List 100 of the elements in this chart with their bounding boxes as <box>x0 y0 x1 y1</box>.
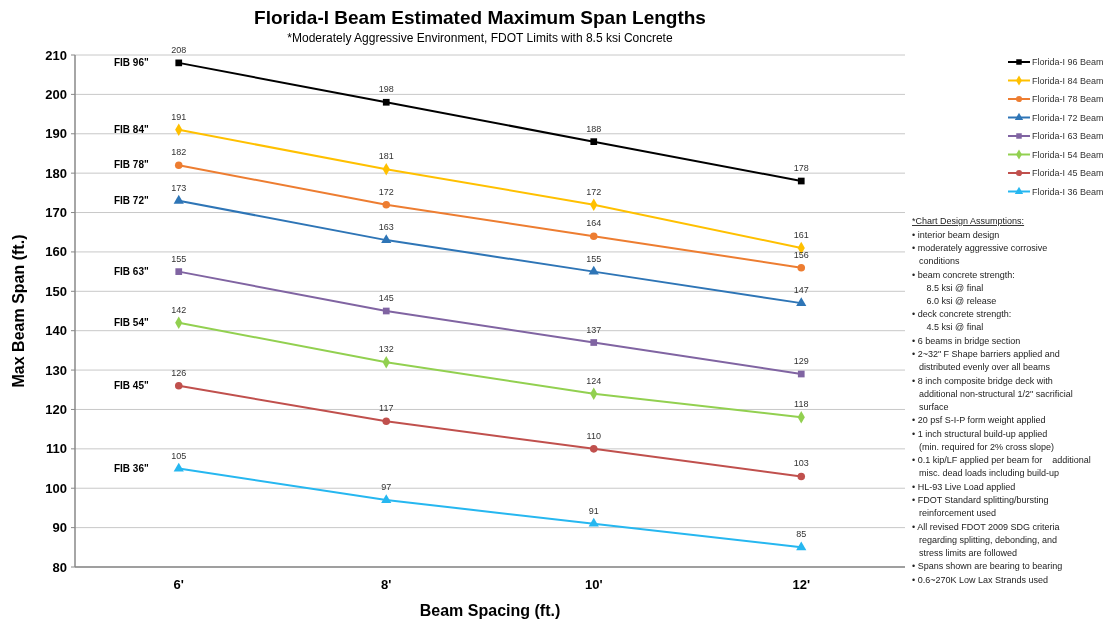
data-label: 191 <box>171 111 187 122</box>
data-label: 105 <box>171 450 187 461</box>
y-tick-label: 190 <box>45 126 67 142</box>
legend-label: Florida-I 63 Beam <box>1032 131 1104 142</box>
y-tick-label: 180 <box>45 165 67 181</box>
data-label: 103 <box>793 458 809 469</box>
data-label: 132 <box>378 344 394 355</box>
data-label: 198 <box>378 84 394 95</box>
data-label: 155 <box>171 253 187 264</box>
y-tick-label: 200 <box>45 86 67 102</box>
y-tick-label: 140 <box>45 323 67 339</box>
legend-label: Florida-I 45 Beam <box>1032 168 1104 179</box>
text: • moderately aggressive corrosive conditions <box>912 243 1048 266</box>
data-label: 118 <box>794 399 809 410</box>
annotation: FIB 63" <box>113 265 149 277</box>
point <box>590 339 598 346</box>
point <box>588 517 599 527</box>
text: • 6 beams in bridge section <box>912 335 1021 346</box>
data-label: 110 <box>586 430 601 441</box>
y-tick-label: 210 <box>45 47 67 63</box>
point <box>796 541 807 551</box>
x-tick-label: 6' <box>173 577 184 592</box>
point <box>589 232 598 240</box>
y-tick-label: 120 <box>45 402 67 418</box>
point <box>796 297 807 307</box>
data-label: 124 <box>586 375 602 386</box>
annotation: FIB 54" <box>113 316 149 328</box>
annotation: FIB 78" <box>113 159 149 171</box>
legend-label: Florida-I 72 Beam <box>1032 112 1104 123</box>
text: • Spans shown are bearing to bearing <box>912 561 1063 571</box>
data-label: 85 <box>796 529 807 540</box>
chart-subtitle: *Moderately Aggressive Environment, FDOT Limits with 8.5 ksi Concrete <box>287 31 673 45</box>
data-label: 208 <box>171 44 187 55</box>
data-label: 172 <box>586 186 602 197</box>
text: • 0.6~270K Low Lax Strands used <box>912 574 1048 585</box>
y-tick-label: 130 <box>45 362 67 378</box>
point <box>382 417 391 426</box>
point <box>797 370 805 378</box>
text: • 20 psf S-I-P form weight applied <box>912 415 1046 425</box>
y-axis-title: Max Beam Span (ft.) <box>10 234 27 388</box>
text: • 2~32" F Shape barriers applied and distributed evenly over all beams <box>912 349 1060 372</box>
point <box>590 138 598 145</box>
y-tick-label: 90 <box>52 520 67 536</box>
annotation: FIB 84" <box>113 123 149 135</box>
data-label: 181 <box>378 151 394 162</box>
legend-label: Florida-I 96 Beam <box>1032 57 1104 68</box>
text: • FDOT Standard splitting/bursting reinforcement used <box>912 495 1049 518</box>
x-tick-label: 8' <box>381 577 392 592</box>
point <box>174 161 183 170</box>
point <box>797 472 806 481</box>
legend-label: Florida-I 78 Beam <box>1032 94 1104 105</box>
text: • deck concrete strength: 4.5 ksi @ final <box>912 309 1012 332</box>
text: • All revised FDOT 2009 SDG criteria regarding splitting, debonding, and stress limits are followed <box>912 521 1060 558</box>
y-tick-label: 110 <box>46 441 67 457</box>
point <box>382 98 390 106</box>
data-label: 117 <box>379 403 394 414</box>
data-label: 155 <box>586 253 602 264</box>
text: • 0.1 kip/LF applied per beam for additional misc. dead loads including build-up <box>912 455 1091 478</box>
point <box>382 200 391 209</box>
text: • 8 inch composite bridge deck with additional non-structural 1/2" sacrificial surface <box>912 375 1073 412</box>
annotation: FIB 36" <box>113 462 149 474</box>
data-label: 172 <box>378 186 394 197</box>
point <box>588 265 599 275</box>
data-label: 91 <box>588 505 599 516</box>
data-label: 156 <box>793 249 809 260</box>
chart-title: Florida-I Beam Estimated Maximum Span Lengths <box>254 7 706 28</box>
annotation: FIB 45" <box>113 379 149 391</box>
y-tick-label: 160 <box>45 244 67 260</box>
data-label: 97 <box>381 482 392 493</box>
data-label: 129 <box>793 356 809 367</box>
point <box>381 234 392 244</box>
legend-label: Florida-I 36 Beam <box>1032 186 1104 197</box>
text: • beam concrete strength: 8.5 ksi @ final 6.0 ksi @ release <box>912 269 1015 306</box>
data-label: 163 <box>378 222 394 233</box>
legend-label: Florida-I 84 Beam <box>1032 75 1104 86</box>
data-label: 147 <box>793 285 809 296</box>
data-label: 126 <box>171 367 187 378</box>
text: • HL-93 Live Load applied <box>912 481 1016 492</box>
text: • 1 inch structural build-up applied (min. required for 2% cross slope) <box>912 428 1055 452</box>
point <box>382 307 390 315</box>
data-label: 137 <box>586 324 602 335</box>
point <box>173 194 184 204</box>
point <box>175 59 183 67</box>
x-tick-label: 10' <box>584 577 603 592</box>
data-label: 145 <box>378 293 394 303</box>
data-label: 173 <box>171 182 187 193</box>
data-label: 188 <box>586 123 602 134</box>
data-label: 182 <box>171 147 187 158</box>
x-tick-label: 12' <box>792 577 811 592</box>
annotation: FIB 96" <box>113 56 149 68</box>
text: • interior beam design <box>912 229 1000 240</box>
data-label: 161 <box>793 229 809 240</box>
data-label: 178 <box>793 163 809 174</box>
point <box>381 494 392 503</box>
x-axis-title: Beam Spacing (ft.) <box>419 602 561 619</box>
point <box>589 445 598 453</box>
y-tick-label: 100 <box>45 480 67 496</box>
y-tick-label: 170 <box>45 205 67 221</box>
y-tick-label: 80 <box>52 559 67 575</box>
point <box>174 382 183 390</box>
